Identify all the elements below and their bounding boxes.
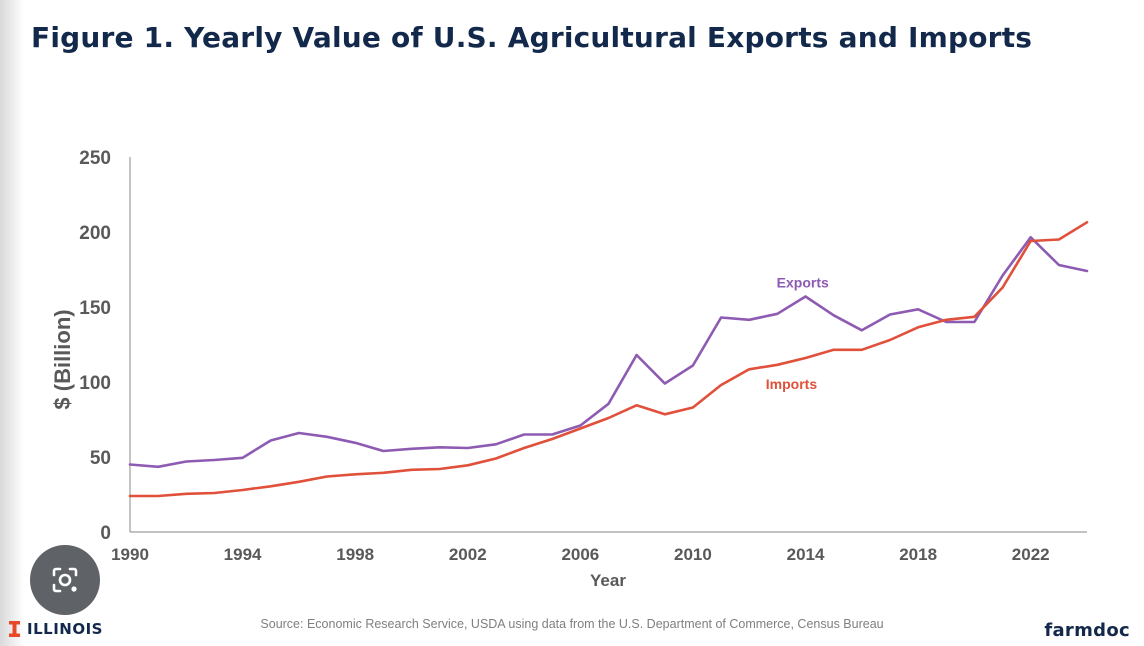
- x-tick-label: 2006: [561, 545, 599, 564]
- x-tick-label: 2018: [899, 545, 937, 564]
- x-tick-label: 2010: [674, 545, 712, 564]
- imports-series-label: Imports: [766, 376, 818, 392]
- y-tick-label: 0: [100, 523, 111, 544]
- y-tick-label: 100: [79, 373, 111, 394]
- figure-title: Figure 1. Yearly Value of U.S. Agricultu…: [31, 21, 1033, 54]
- y-tick-label: 50: [90, 448, 111, 469]
- x-tick-label: 1998: [336, 545, 374, 564]
- exports-series-label: Exports: [777, 275, 829, 291]
- x-tick-label: 1990: [111, 545, 149, 564]
- lens-search-button[interactable]: [30, 545, 100, 615]
- camera-lens-icon: [52, 567, 78, 593]
- illinois-logo: ILLINOIS: [9, 620, 103, 638]
- source-note: Source: Economic Research Service, USDA …: [260, 617, 884, 631]
- illinois-logo-text: ILLINOIS: [27, 620, 103, 638]
- left-edge-shadow: [0, 0, 24, 646]
- farmdoc-logo: farmdoc: [1044, 620, 1130, 641]
- y-axis-title: $ (Billion): [50, 309, 75, 409]
- x-tick-label: 2022: [1012, 545, 1050, 564]
- imports-line: [128, 221, 1089, 498]
- x-tick-label: 2002: [449, 545, 487, 564]
- y-tick-label: 250: [79, 148, 111, 169]
- y-tick-label: 150: [79, 298, 111, 319]
- x-axis-title: Year: [590, 571, 626, 590]
- illinois-block-i-icon: [9, 621, 20, 637]
- y-tick-label: 200: [79, 223, 111, 244]
- x-tick-label: 1994: [224, 545, 262, 564]
- x-tick-label: 2014: [787, 545, 825, 564]
- exports-line: [128, 236, 1089, 469]
